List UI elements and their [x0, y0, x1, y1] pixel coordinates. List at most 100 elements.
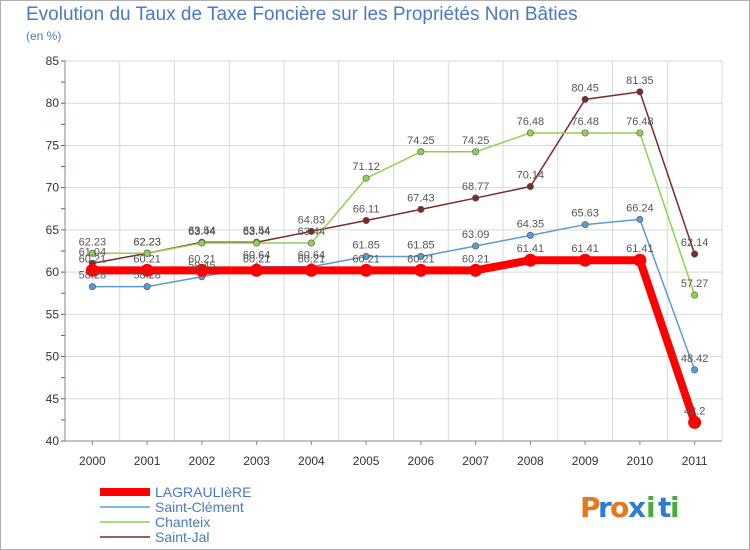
data-point [88, 249, 96, 257]
data-point [526, 182, 534, 190]
x-tick-label: 2000 [79, 454, 106, 468]
chart-title: Evolution du Taux de Taxe Foncière sur l… [26, 4, 578, 25]
data-label: 61.41 [571, 243, 599, 255]
legend-label: Saint-Clément [155, 499, 244, 515]
data-point [523, 253, 537, 267]
data-label: 60.21 [188, 253, 216, 265]
y-tick-label: 80 [46, 96, 60, 110]
x-tick-label: 2006 [408, 454, 435, 468]
y-tick-label: 75 [46, 138, 60, 152]
data-label: 58.28 [133, 270, 161, 282]
data-label: 48.42 [681, 353, 709, 365]
data-point [526, 129, 534, 137]
data-point [526, 231, 534, 239]
data-point [253, 239, 261, 247]
data-point [581, 129, 589, 137]
data-label: 63.44 [188, 226, 216, 238]
logo-letter: i [670, 491, 680, 524]
data-point [581, 221, 589, 229]
data-label: 80.45 [571, 82, 599, 94]
data-point [472, 148, 480, 156]
data-point [250, 263, 264, 277]
data-point [88, 283, 96, 291]
data-point [636, 129, 644, 137]
series-line-0 [88, 256, 699, 427]
data-point [633, 253, 647, 267]
data-point [307, 227, 315, 235]
data-point [198, 239, 206, 247]
data-point [472, 242, 480, 250]
data-labels: 60.21 60.21 60.21 60.21 60.21 60.21 60.21 60.21… [79, 75, 709, 418]
data-point [362, 252, 370, 260]
data-label: 61.85 [407, 239, 435, 251]
logo-letter: t [658, 491, 671, 524]
x-tick-label: 2011 [682, 454, 708, 468]
data-point [143, 249, 151, 257]
legend-label: LAGRAULIèRE [155, 484, 251, 500]
series-line-2 [91, 132, 696, 296]
data-label: 61.41 [626, 243, 654, 255]
y-tick-label: 50 [46, 350, 60, 364]
legend-label: Chanteix [155, 514, 210, 530]
data-point [85, 263, 99, 277]
data-point [688, 415, 702, 429]
data-point [469, 263, 483, 277]
data-label: 63.54 [243, 225, 271, 237]
data-label: 62.23 [133, 236, 161, 248]
legend: LAGRAULIèRESaint-ClémentChanteixSaint-Ja… [100, 484, 251, 545]
data-label: 74.25 [462, 135, 490, 147]
data-point [581, 95, 589, 103]
y-tick-label: 55 [46, 307, 60, 321]
data-label: 60.64 [243, 250, 271, 262]
data-point [362, 217, 370, 225]
data-point [359, 263, 373, 277]
data-label: 70.14 [517, 169, 545, 181]
logo-letter: o [610, 491, 629, 524]
data-label: 62.14 [681, 237, 709, 249]
data-point [691, 250, 699, 258]
y-tick-label: 70 [46, 181, 60, 195]
data-label: 42.2 [684, 405, 705, 417]
data-label: 60.21 [352, 253, 380, 265]
data-label: 61.04 [79, 246, 107, 258]
x-tick-label: 2007 [462, 454, 489, 468]
data-label: 63.09 [462, 229, 490, 241]
data-label: 76.48 [571, 116, 599, 128]
data-label: 63.54 [188, 225, 216, 237]
chart-subtitle: (en %) [26, 29, 62, 43]
data-label: 64.83 [298, 214, 326, 226]
y-tick-label: 40 [46, 434, 60, 448]
logo-letter: i [646, 491, 656, 524]
series-lines [85, 88, 702, 429]
data-point [414, 263, 428, 277]
data-label: 63.44 [298, 226, 326, 238]
y-tick-label: 65 [46, 223, 60, 237]
data-label: 57.27 [681, 278, 709, 290]
data-label: 58.28 [79, 270, 107, 282]
data-point [636, 215, 644, 223]
logo-letter: P [580, 491, 601, 524]
x-tick-label: 2001 [134, 454, 161, 468]
data-point [362, 174, 370, 182]
data-label: 60.21 [133, 253, 161, 265]
data-point [691, 291, 699, 299]
data-label: 61.85 [352, 239, 380, 251]
x-tick-label: 2009 [572, 454, 599, 468]
data-label: 66.24 [626, 202, 654, 214]
series-line-1 [91, 218, 696, 371]
data-label: 60.21 [79, 253, 107, 265]
data-label: 81.35 [626, 75, 654, 87]
data-label: 60.21 [243, 253, 271, 265]
data-label: 65.63 [571, 208, 599, 220]
x-tick-label: 2004 [298, 454, 325, 468]
data-label: 60.21 [298, 253, 326, 265]
logo-letter: x [628, 491, 646, 524]
data-point [307, 239, 315, 247]
data-point [417, 148, 425, 156]
data-point [472, 194, 480, 202]
data-label: 76.48 [517, 116, 545, 128]
data-label: 71.12 [352, 161, 380, 173]
logo-letter: r [598, 491, 612, 524]
data-label: 74.25 [407, 135, 435, 147]
